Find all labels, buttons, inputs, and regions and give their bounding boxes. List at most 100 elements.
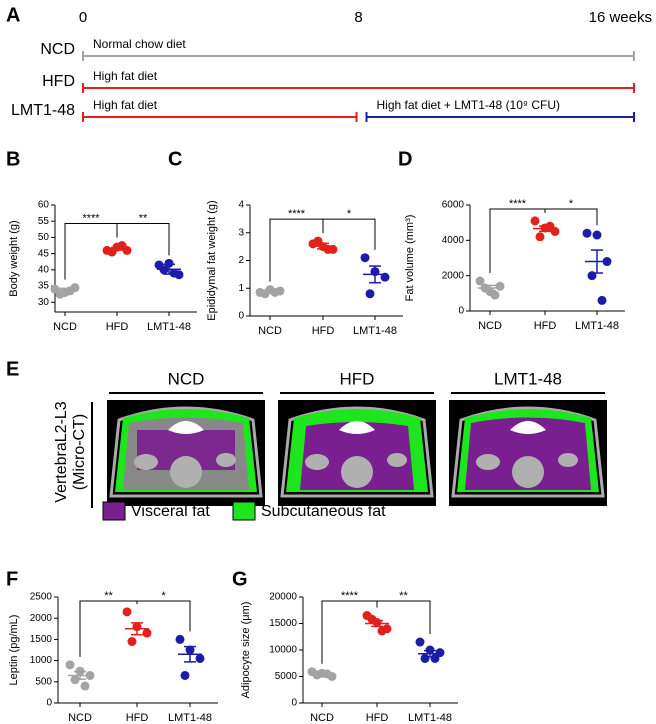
data-point <box>490 290 500 300</box>
data-point <box>420 653 430 663</box>
significance-bracket <box>116 223 170 256</box>
ct-organ <box>170 456 202 488</box>
x-tick-label: LMT1-48 <box>147 321 191 333</box>
panel-letter: C <box>168 148 182 170</box>
y-axis-label: Fat volume (mm³) <box>404 215 416 302</box>
x-tick-label: NCD <box>310 712 334 724</box>
y-tick-label: 60 <box>38 200 50 211</box>
data-point <box>592 230 602 240</box>
y-tick-label: 0 <box>291 698 297 709</box>
data-point <box>360 253 370 263</box>
significance-bracket <box>136 600 191 632</box>
significance-label: ** <box>139 212 148 224</box>
legend-label: Subcutaneous fat <box>261 503 386 520</box>
row-label: VertebraL2-L3 <box>53 401 70 503</box>
x-tick-label: LMT1-48 <box>408 712 452 724</box>
row-label: NCD <box>40 41 75 58</box>
data-point <box>164 258 174 268</box>
data-point <box>435 648 445 658</box>
x-tick-label: HFD <box>366 712 389 724</box>
y-tick-label: 50 <box>38 232 50 243</box>
significance-bracket <box>321 600 378 664</box>
x-tick-label: NCD <box>478 320 502 332</box>
ct-organ <box>216 453 236 467</box>
significance-label: * <box>161 590 166 602</box>
y-tick-label: 0 <box>46 698 52 709</box>
significance-label: * <box>569 198 574 210</box>
column-title: LMT1-48 <box>494 369 562 388</box>
column-title: HFD <box>340 369 375 388</box>
x-tick-label: HFD <box>126 712 149 724</box>
significance-label: **** <box>341 590 359 602</box>
ct-organ <box>341 456 373 488</box>
panel-letter: A <box>6 4 20 26</box>
y-tick-label: 45 <box>38 248 50 259</box>
data-point <box>475 276 485 286</box>
y-tick-label: 0 <box>238 311 244 322</box>
row-label: (Micro-CT) <box>71 414 88 490</box>
significance-label: ** <box>104 590 113 602</box>
legend-swatch <box>102 501 126 521</box>
significance-label: **** <box>288 208 306 220</box>
panel-letter: G <box>232 568 248 590</box>
y-tick-label: 20000 <box>269 592 297 603</box>
panel-letter: D <box>398 148 412 170</box>
y-tick-label: 15000 <box>269 618 297 629</box>
y-axis-label: Body weight (g) <box>8 220 20 296</box>
y-tick-label: 1000 <box>30 655 53 666</box>
y-tick-label: 2000 <box>30 613 53 624</box>
significance-label: * <box>347 208 352 220</box>
significance-label: **** <box>82 212 100 224</box>
data-point <box>530 216 540 226</box>
ct-organ <box>387 453 407 467</box>
y-tick-label: 30 <box>38 297 50 308</box>
data-point <box>367 614 377 624</box>
ct-organ <box>305 454 329 470</box>
y-tick-label: 1 <box>238 283 244 294</box>
data-point <box>169 268 179 278</box>
data-point <box>535 232 545 242</box>
y-tick-label: 4000 <box>442 235 465 246</box>
x-tick-label: LMT1-48 <box>168 712 212 724</box>
y-axis-label: Adipocyte size (μm) <box>240 602 252 699</box>
data-point <box>180 670 190 680</box>
panel-letter: B <box>6 148 20 170</box>
x-tick-label: LMT1-48 <box>353 325 397 337</box>
ct-skin <box>280 406 434 498</box>
segment-text: High fat diet <box>93 69 158 83</box>
x-tick-label: NCD <box>258 325 282 337</box>
data-point <box>597 295 607 305</box>
ct-vertebra <box>339 421 375 434</box>
timeline-tick-label: 8 <box>354 9 362 26</box>
data-point <box>495 281 505 291</box>
y-tick-label: 3 <box>238 227 244 238</box>
y-tick-label: 500 <box>35 676 52 687</box>
y-tick-label: 40 <box>38 264 50 275</box>
timeline-tick-label: 16 weeks <box>589 9 652 26</box>
y-tick-label: 55 <box>38 216 50 227</box>
data-point <box>175 634 185 644</box>
ct-vertebra <box>168 421 204 434</box>
data-point <box>65 660 75 670</box>
significance-bracket <box>544 208 598 226</box>
significance-label: **** <box>509 198 527 210</box>
y-axis-label: Leptin (pg/mL) <box>8 615 20 686</box>
significance-bracket <box>322 218 376 250</box>
data-point <box>365 289 375 299</box>
x-tick-label: HFD <box>106 321 129 333</box>
ct-skin <box>109 406 263 498</box>
data-point <box>582 228 592 238</box>
ct-skin <box>451 406 605 498</box>
data-point <box>80 681 90 691</box>
data-point <box>313 236 323 246</box>
x-tick-label: HFD <box>534 320 557 332</box>
x-tick-label: HFD <box>312 325 335 337</box>
legend-swatch <box>232 501 256 521</box>
segment-text: High fat diet + LMT1-48 (10⁹ CFU) <box>377 98 561 112</box>
y-tick-label: 35 <box>38 281 50 292</box>
panel-letter: E <box>6 358 19 380</box>
significance-label: ** <box>399 590 408 602</box>
y-tick-label: 2 <box>238 255 244 266</box>
y-tick-label: 0 <box>458 306 464 317</box>
